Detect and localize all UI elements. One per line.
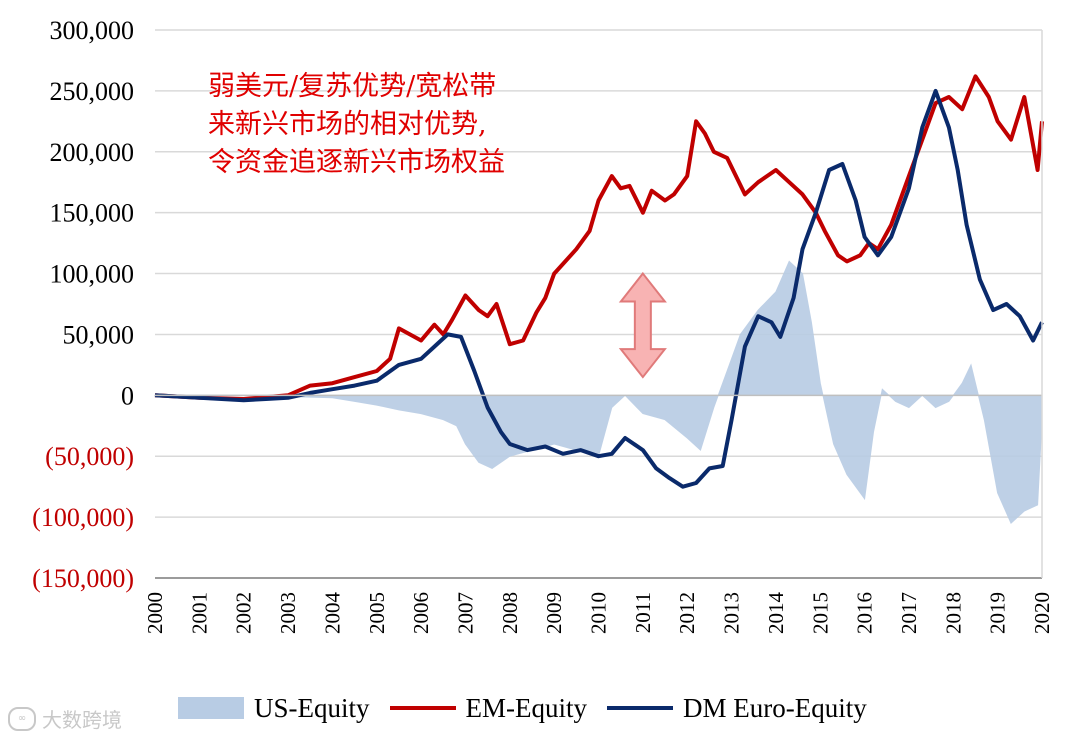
x-tick-label-2013: 2013: [720, 592, 744, 634]
y-tick-label-6: 0: [121, 381, 134, 410]
double-arrow: [618, 271, 667, 379]
y-tick-label-8: (100,000): [32, 503, 134, 532]
x-tick-label-2017: 2017: [897, 592, 921, 634]
x-tick-labels: 2000 2001 2002 2003 2004 2005 2006 2007 2008 2009…: [143, 592, 1054, 635]
legend-item-us-equity: US-Equity: [178, 693, 370, 724]
annotation: 弱美元/复苏优势/宽松带 来新兴市场的相对优势, 令资金追逐新兴市场权益: [208, 71, 505, 178]
annotation-line-1: 弱美元/复苏优势/宽松带: [208, 71, 496, 102]
legend-swatch-us-equity: [178, 697, 244, 719]
x-tick-label-2005: 2005: [365, 592, 389, 634]
chart-canvas: 300,000 250,000 200,000 150,000 100,000 50,00…: [32, 16, 1054, 635]
series-lines-group: [154, 74, 1044, 489]
y-tick-label-7: (50,000): [45, 442, 134, 471]
x-tick-label-2011: 2011: [631, 592, 655, 633]
series-line-dm-euro-equity: [154, 88, 1044, 489]
x-tick-label-2008: 2008: [498, 592, 522, 634]
axes: [155, 30, 1043, 579]
x-tick-label-2001: 2001: [187, 592, 211, 634]
us-equity-area-group: [154, 260, 1043, 525]
y-tick-label-4: 100,000: [50, 260, 135, 289]
legend-item-em-equity: EM-Equity: [389, 692, 588, 724]
x-tick-label-2004: 2004: [320, 592, 344, 635]
watermark: ∞ 大数跨境: [8, 704, 122, 733]
x-tick-label-2010: 2010: [587, 592, 611, 634]
series-area-us-equity: [154, 260, 1043, 525]
x-tick-label-2006: 2006: [409, 592, 433, 634]
legend-label-us-equity: US-Equity: [254, 692, 370, 723]
legend-swatch-em-equity: [389, 706, 456, 710]
annotation-line-3: 令资金追逐新兴市场权益: [208, 147, 505, 178]
x-tick-label-2002: 2002: [232, 592, 256, 634]
x-tick-label-2019: 2019: [986, 592, 1010, 634]
x-tick-label-2012: 2012: [675, 592, 699, 634]
legend-item-dm-euro-equity: DM Euro-Equity: [607, 693, 867, 724]
annotation-line-2: 来新兴市场的相对优势,: [208, 109, 487, 140]
legend-swatch-dm-euro-equity: [607, 706, 674, 710]
x-tick-label-2020: 2020: [1030, 592, 1054, 634]
y-tick-label-3: 150,000: [50, 199, 135, 228]
legend-label-em-equity: EM-Equity: [465, 692, 588, 723]
x-tick-label-2018: 2018: [941, 592, 965, 634]
y-tick-label-5: 50,000: [63, 320, 135, 349]
y-tick-label-1: 250,000: [50, 77, 135, 106]
x-tick-label-2015: 2015: [808, 592, 832, 634]
x-tick-label-2009: 2009: [542, 592, 566, 634]
legend: US-Equity EM-Equity DM Euro-Equity: [178, 688, 887, 728]
y-tick-label-2: 200,000: [50, 138, 135, 167]
watermark-text: 大数跨境: [42, 708, 122, 732]
y-tick-labels: 300,000 250,000 200,000 150,000 100,000 50,00…: [32, 16, 134, 593]
watermark-logo-icon: ∞: [8, 706, 36, 731]
x-tick-label-2003: 2003: [276, 592, 300, 634]
arrow-shape: [618, 271, 667, 379]
y-tick-label-9: (150,000): [32, 564, 134, 593]
x-tick-label-2014: 2014: [764, 592, 788, 635]
legend-label-dm-euro-equity: DM Euro-Equity: [683, 692, 867, 723]
x-tick-label-2016: 2016: [853, 592, 877, 634]
x-tick-label-2000: 2000: [143, 592, 167, 634]
y-tick-label-0: 300,000: [50, 16, 135, 45]
x-tick-label-2007: 2007: [453, 592, 477, 634]
